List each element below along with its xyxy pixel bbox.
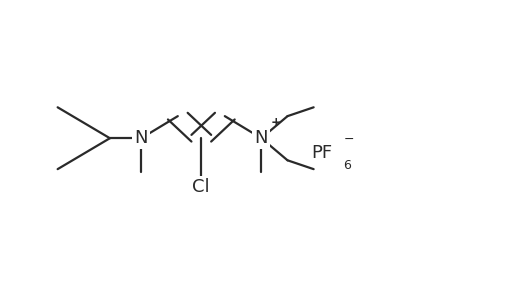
Text: N: N	[254, 129, 268, 147]
Text: Cl: Cl	[193, 178, 210, 196]
Text: −: −	[343, 133, 354, 146]
Text: PF: PF	[311, 144, 332, 162]
Text: 6: 6	[343, 159, 351, 172]
Text: N: N	[135, 129, 148, 147]
Text: +: +	[270, 116, 281, 128]
